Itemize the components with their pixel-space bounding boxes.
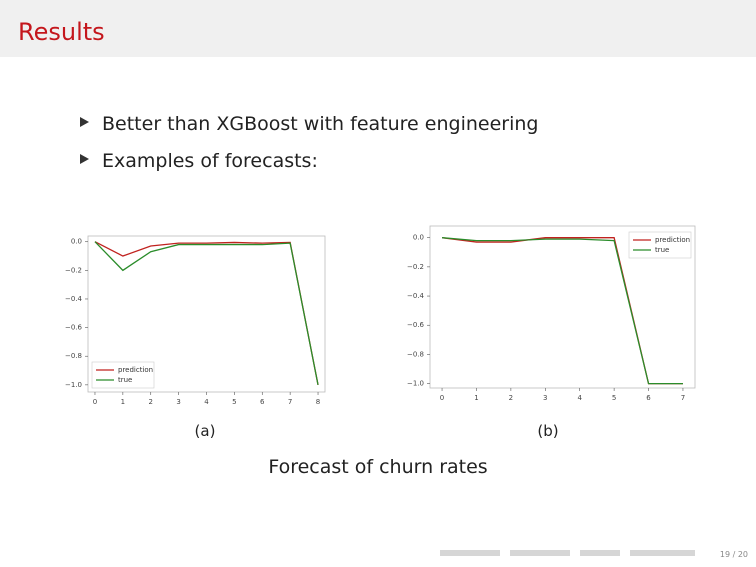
y-tick-label: −0.2 [65, 266, 82, 274]
x-tick-label: 6 [646, 394, 651, 402]
plot-frame [429, 225, 696, 389]
y-tick-label: −0.6 [65, 324, 83, 332]
bullet: Better than XGBoost with feature enginee… [102, 113, 538, 135]
subcaption: (a) [195, 422, 216, 440]
y-tick-label: −0.2 [407, 263, 424, 271]
y-tick-label: −0.6 [407, 321, 425, 329]
x-tick-label: 0 [440, 394, 444, 402]
subcaption: (b) [537, 422, 558, 440]
x-tick-label: 4 [204, 398, 209, 406]
y-tick-label: 0.0 [71, 238, 82, 246]
series-line [94, 241, 319, 385]
slide-title: Results [18, 18, 105, 46]
y-tick-label: 0.0 [413, 234, 424, 242]
x-tick-label: 1 [121, 398, 125, 406]
title-bar [0, 0, 756, 57]
x-tick-label: 7 [288, 398, 292, 406]
series-line [94, 241, 319, 385]
x-tick-label: 4 [577, 394, 582, 402]
bullet-icon [80, 154, 89, 164]
legend-box [91, 361, 155, 389]
y-tick-label: −1.0 [407, 380, 424, 388]
bullet-icon [80, 117, 89, 127]
x-tick-label: 0 [93, 398, 97, 406]
x-tick-label: 7 [681, 394, 685, 402]
x-tick-label: 6 [260, 398, 265, 406]
x-tick-label: 3 [543, 394, 547, 402]
x-tick-label: 5 [232, 398, 236, 406]
y-tick-label: −0.8 [407, 350, 424, 358]
legend-label: prediction [655, 236, 690, 244]
legend-label: prediction [118, 366, 153, 374]
caption: Forecast of churn rates [268, 456, 487, 478]
y-tick-label: −0.8 [65, 352, 82, 360]
x-tick-label: 1 [474, 394, 478, 402]
legend-label: true [118, 376, 132, 384]
legend-box [628, 231, 692, 259]
x-tick-label: 2 [149, 398, 153, 406]
nav-icons [440, 550, 695, 556]
y-tick-label: −0.4 [407, 292, 425, 300]
x-tick-label: 3 [176, 398, 180, 406]
bullet: Examples of forecasts: [102, 150, 318, 172]
y-tick-label: −0.4 [65, 295, 83, 303]
x-tick-label: 8 [316, 398, 320, 406]
x-tick-label: 5 [612, 394, 616, 402]
series-line [441, 237, 683, 385]
legend-label: true [655, 246, 669, 254]
y-tick-label: −1.0 [65, 381, 82, 389]
page-number: 19 / 20 [720, 550, 748, 559]
x-tick-label: 2 [509, 394, 513, 402]
